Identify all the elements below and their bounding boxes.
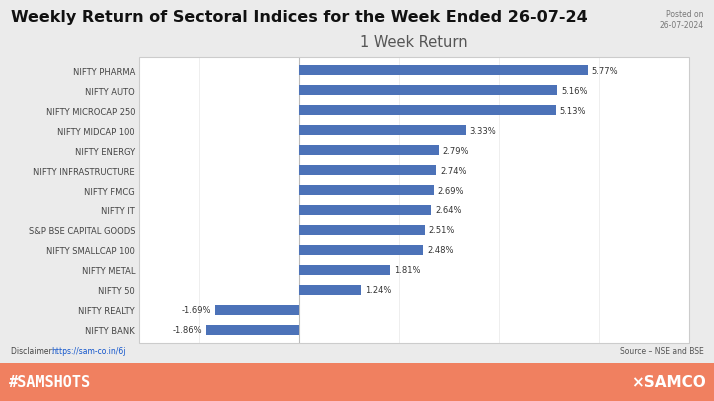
Bar	[299, 265, 390, 275]
Text: 26-07-2024: 26-07-2024	[659, 21, 703, 30]
Bar	[299, 86, 557, 96]
Bar	[299, 66, 588, 76]
Text: -1.69%: -1.69%	[181, 306, 211, 314]
Bar	[299, 146, 438, 156]
Text: Disclaimer:: Disclaimer:	[11, 346, 56, 355]
Bar	[299, 205, 431, 216]
Text: 5.77%: 5.77%	[592, 67, 618, 75]
Text: ×SAMCO: ×SAMCO	[630, 375, 705, 389]
Text: #SAMSHOTS: #SAMSHOTS	[9, 375, 91, 389]
Bar	[299, 285, 361, 295]
Text: 1.24%: 1.24%	[365, 286, 391, 295]
Text: 5.13%: 5.13%	[560, 106, 586, 115]
Text: 3.33%: 3.33%	[470, 126, 496, 135]
Text: 1.81%: 1.81%	[393, 266, 420, 275]
Bar	[299, 166, 436, 176]
Text: 2.64%: 2.64%	[435, 206, 462, 215]
Bar	[299, 106, 555, 116]
Text: 2.51%: 2.51%	[428, 226, 455, 235]
Text: 5.16%: 5.16%	[561, 87, 588, 95]
Bar	[299, 225, 425, 235]
Text: 2.69%: 2.69%	[438, 186, 464, 195]
Text: https://sam-co.in/6j: https://sam-co.in/6j	[51, 346, 126, 355]
Text: Posted on: Posted on	[665, 10, 703, 19]
Text: Source – NSE and BSE: Source – NSE and BSE	[620, 346, 703, 355]
Bar	[299, 185, 433, 196]
Title: 1 Week Return: 1 Week Return	[361, 35, 468, 50]
Bar	[206, 325, 299, 335]
Bar	[299, 126, 466, 136]
Text: 2.48%: 2.48%	[427, 246, 453, 255]
Bar	[299, 245, 423, 255]
Text: 2.74%: 2.74%	[440, 166, 467, 175]
Bar	[215, 305, 299, 315]
Text: 2.79%: 2.79%	[443, 146, 469, 155]
Text: -1.86%: -1.86%	[173, 326, 202, 334]
Text: Weekly Return of Sectoral Indices for the Week Ended 26-07-24: Weekly Return of Sectoral Indices for th…	[11, 10, 588, 25]
